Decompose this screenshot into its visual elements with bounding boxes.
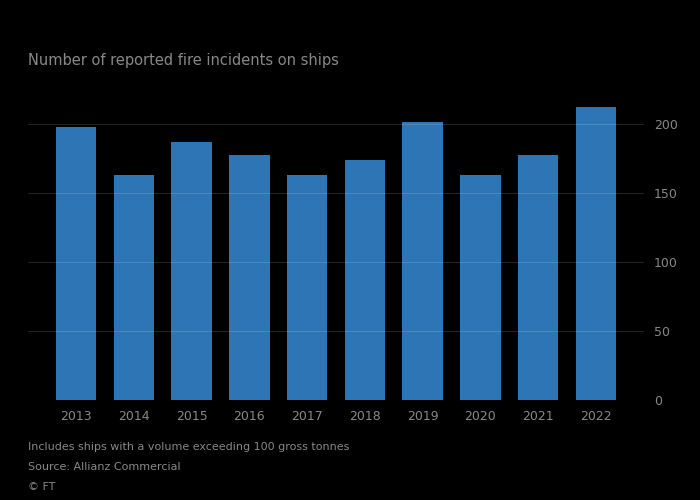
Bar <box>56 127 97 400</box>
Bar <box>172 142 212 400</box>
Bar <box>287 176 328 400</box>
Text: © FT: © FT <box>28 482 55 492</box>
Bar <box>575 106 616 400</box>
Text: Includes ships with a volume exceeding 100 gross tonnes: Includes ships with a volume exceeding 1… <box>28 442 349 452</box>
Bar <box>113 176 154 400</box>
Bar <box>229 155 270 400</box>
Bar <box>460 176 500 400</box>
Bar <box>518 155 559 400</box>
Text: Number of reported fire incidents on ships: Number of reported fire incidents on shi… <box>28 52 339 68</box>
Text: Source: Allianz Commercial: Source: Allianz Commercial <box>28 462 181 472</box>
Bar <box>344 160 385 400</box>
Bar <box>402 122 443 400</box>
